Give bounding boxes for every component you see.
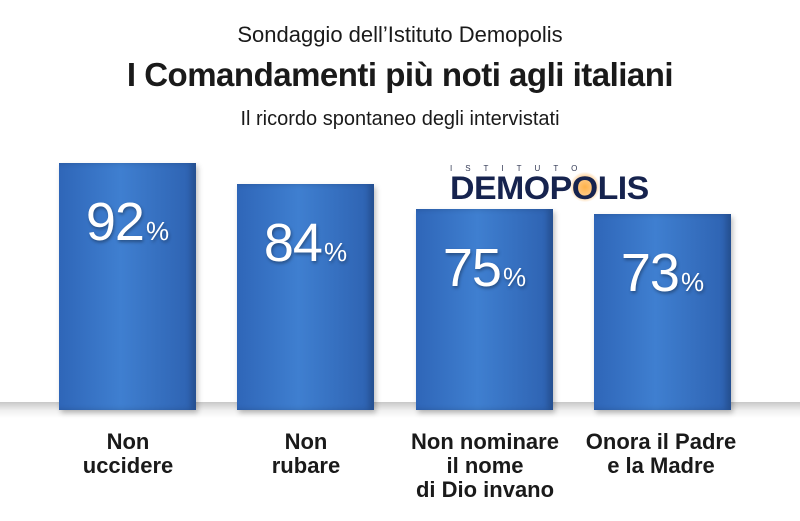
logo-glow-icon xyxy=(570,172,600,202)
bar-value-label: 75% xyxy=(416,237,553,299)
bar-3: 75% xyxy=(416,209,553,410)
bar-1: 92% xyxy=(59,163,196,410)
chart-subtitle: Il ricordo spontaneo degli intervistati xyxy=(240,108,560,130)
bar-value-percent: % xyxy=(145,216,170,246)
bar-value-label: 73% xyxy=(594,242,731,304)
bar-value-percent: % xyxy=(323,237,348,267)
bar-value-number: 75 xyxy=(442,238,502,298)
survey-source: Sondaggio dell’Istituto Demopolis xyxy=(237,22,563,47)
bar-value-label: 84% xyxy=(237,212,374,274)
category-label: Non uccidere xyxy=(82,429,174,478)
category-label: Non nominare il nome di Dio invano xyxy=(411,429,559,502)
demopolis-logo: ISTITUTO DEMOPOLIS xyxy=(450,164,710,206)
logo-top-text: ISTITUTO xyxy=(450,164,591,173)
bar-value-percent: % xyxy=(502,262,527,292)
bar-4: 73% xyxy=(594,214,731,410)
category-label: Onora il Padre e la Madre xyxy=(585,429,737,478)
chart-title: I Comandamenti più noti agli italiani xyxy=(126,56,674,93)
bar-value-number: 92 xyxy=(85,192,145,252)
category-label: Non rubare xyxy=(271,429,341,478)
bar-value-label: 92% xyxy=(59,191,196,253)
logo-main-text: DEMOPOLIS xyxy=(450,170,649,206)
bar-value-number: 84 xyxy=(263,213,323,273)
bar-value-number: 73 xyxy=(620,243,680,303)
bar-2: 84% xyxy=(237,184,374,410)
bar-value-percent: % xyxy=(680,267,705,297)
